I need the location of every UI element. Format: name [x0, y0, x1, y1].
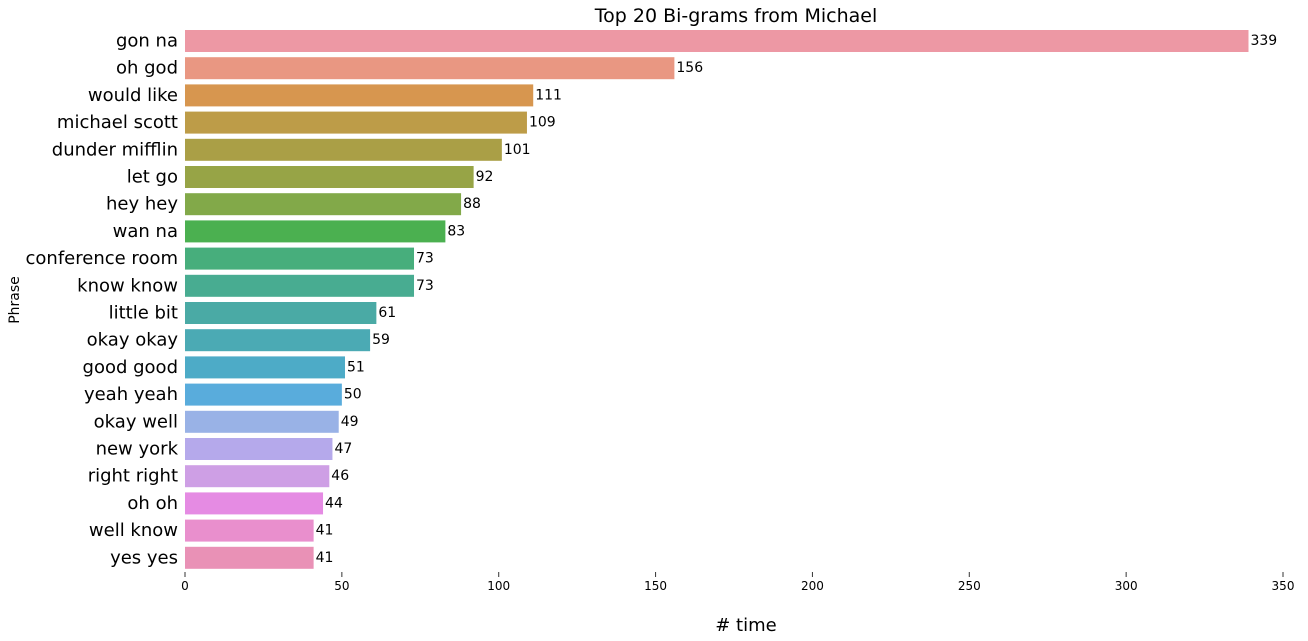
x-tick-label: 50 [334, 579, 349, 593]
bar-little-bit [185, 302, 377, 324]
bar-new-york [185, 438, 333, 460]
value-label: 83 [447, 223, 465, 239]
value-label: 46 [331, 468, 349, 484]
bar-okay-okay [185, 329, 371, 352]
category-label: would like [88, 85, 178, 106]
x-tick-label: 300 [1115, 579, 1138, 593]
bar-okay-well [185, 410, 339, 433]
category-label: new york [96, 439, 179, 460]
category-label: dunder mifflin [52, 139, 178, 160]
value-label: 339 [1250, 33, 1277, 49]
category-label: wan na [113, 221, 178, 242]
category-label: good good [83, 357, 178, 378]
bar-dunder-mifflin [185, 138, 502, 161]
chart-title: Top 20 Bi-grams from Michael [594, 5, 877, 27]
bar-know-know [185, 274, 415, 297]
category-label: let go [127, 167, 178, 188]
value-label: 73 [416, 251, 434, 267]
category-label: conference room [26, 248, 178, 269]
category-label: little bit [109, 303, 178, 324]
category-label: well know [89, 520, 178, 541]
bar-would-like [185, 84, 534, 107]
x-axis-title: # time [715, 615, 776, 636]
value-label: 51 [347, 359, 365, 375]
category-label: michael scott [57, 112, 178, 133]
bar-oh-oh [185, 492, 324, 515]
category-label: oh god [116, 58, 178, 79]
value-label: 111 [535, 87, 562, 103]
value-label: 44 [325, 495, 343, 511]
bar-well-know [185, 519, 314, 542]
bar-oh-god [185, 57, 675, 80]
category-label: okay well [94, 411, 178, 432]
category-label: gon na [116, 31, 178, 52]
category-label: yeah yeah [84, 384, 178, 405]
bar-yes-yes [185, 546, 314, 569]
category-label: know know [77, 275, 178, 296]
category-label: oh oh [127, 493, 178, 514]
value-label: 41 [316, 523, 334, 539]
bar-wan-na [185, 220, 446, 243]
value-label: 109 [529, 115, 556, 131]
x-tick-label: 100 [487, 579, 510, 593]
value-labels-group: 339 156 111 109 101 92 88 83 73 73 61 59 51 50 49 47 46 4… [316, 33, 1278, 566]
bar-gon-na [185, 30, 1249, 52]
bar-yeah-yeah [185, 383, 342, 406]
category-label: hey hey [106, 194, 178, 215]
x-tick-label: 150 [644, 579, 667, 593]
bar-conference-room [185, 247, 415, 270]
bar-let-go [185, 166, 474, 188]
bars-group [185, 30, 1249, 569]
x-tick-label: 200 [801, 579, 824, 593]
bar-right-right [185, 465, 330, 488]
value-label: 88 [463, 196, 481, 212]
value-label: 41 [316, 550, 334, 566]
category-label: yes yes [110, 547, 178, 568]
x-tick-label: 250 [958, 579, 981, 593]
value-label: 49 [341, 414, 359, 430]
category-label: okay okay [87, 330, 179, 351]
value-label: 61 [378, 305, 396, 321]
x-axis: 0 50 100 150 200 250 300 350 [181, 572, 1294, 593]
value-label: 92 [476, 169, 494, 185]
value-label: 59 [372, 332, 390, 348]
value-label: 47 [334, 441, 352, 457]
x-tick-label: 350 [1272, 579, 1295, 593]
value-label: 101 [504, 142, 531, 158]
y-axis-title: Phrase [7, 276, 23, 324]
x-tick-label: 0 [181, 579, 189, 593]
value-label: 73 [416, 278, 434, 294]
bar-michael-scott [185, 111, 527, 134]
category-label: right right [88, 466, 178, 487]
bar-good-good [185, 356, 345, 379]
value-label: 50 [344, 387, 362, 403]
bar-hey-hey [185, 193, 462, 216]
category-labels-group: gon na oh god would like michael scott dunde… [26, 31, 179, 569]
value-label: 156 [676, 60, 703, 76]
